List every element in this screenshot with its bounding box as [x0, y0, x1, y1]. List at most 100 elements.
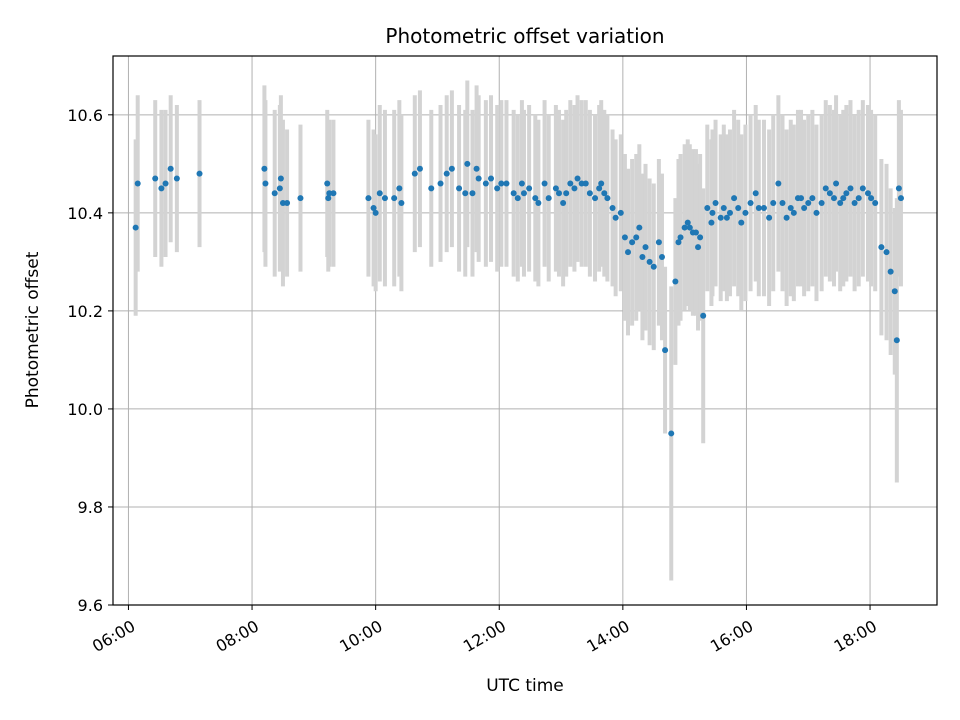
data-point [134, 180, 141, 187]
data-point [456, 185, 463, 192]
data-point [681, 224, 688, 231]
axes-frame [112, 55, 938, 606]
data-point [625, 249, 631, 256]
data-point [738, 219, 745, 226]
data-point [473, 165, 480, 172]
y-tick-label: 10.2 [67, 302, 103, 321]
data-point [325, 195, 332, 202]
data-point [760, 204, 767, 211]
data-point [284, 200, 291, 207]
data-point [494, 185, 501, 192]
data-point [578, 180, 585, 187]
data-point [708, 219, 715, 226]
data-point [868, 195, 875, 202]
data-point [297, 195, 304, 202]
data-point [872, 200, 879, 207]
data-point [475, 175, 482, 182]
data-point [742, 209, 749, 216]
data-points [132, 160, 904, 437]
data-point [510, 190, 517, 197]
data-point [813, 209, 820, 216]
data-point [488, 175, 495, 182]
data-point [567, 180, 574, 187]
data-point [692, 229, 699, 236]
data-point [617, 209, 624, 216]
data-point [709, 209, 716, 216]
data-point [717, 214, 724, 221]
data-point [686, 224, 693, 231]
data-point [752, 190, 759, 197]
data-point [582, 180, 589, 187]
y-axis-label: Photometric offset [23, 251, 43, 408]
data-point [482, 180, 489, 187]
data-point [672, 278, 679, 285]
data-point [847, 185, 854, 192]
data-point [655, 239, 662, 246]
data-point [639, 253, 646, 260]
data-point [855, 195, 862, 202]
data-point [437, 180, 444, 187]
data-point [262, 180, 269, 187]
data-point [735, 204, 742, 211]
data-point [859, 185, 866, 192]
data-point [770, 200, 777, 207]
data-point [571, 185, 578, 192]
data-point [684, 219, 691, 226]
data-point [560, 200, 567, 207]
data-point [271, 190, 278, 197]
data-point [462, 190, 469, 197]
data-point [391, 195, 398, 202]
data-point [535, 200, 542, 207]
data-point [826, 190, 833, 197]
data-point [662, 347, 669, 354]
data-point [731, 195, 738, 202]
data-point [498, 180, 505, 187]
data-point [372, 209, 379, 216]
data-point [448, 165, 455, 172]
data-point [633, 234, 640, 241]
data-point [851, 200, 858, 207]
data-point [840, 195, 847, 202]
data-point [822, 185, 829, 192]
data-point [532, 195, 539, 202]
data-point [464, 160, 471, 167]
data-point [563, 190, 570, 197]
data-point [805, 200, 812, 207]
data-point [503, 180, 510, 187]
data-point [276, 185, 283, 192]
data-point [158, 185, 165, 192]
data-point [381, 195, 388, 202]
data-point [675, 239, 682, 246]
data-point [279, 200, 286, 207]
data-point [598, 180, 605, 187]
data-point [609, 204, 616, 211]
data-point [650, 263, 657, 270]
data-point [396, 185, 403, 192]
data-point [552, 185, 559, 192]
data-point [518, 180, 525, 187]
data-point [891, 288, 898, 295]
data-point [428, 185, 435, 192]
data-point [779, 200, 786, 207]
data-point [592, 195, 599, 202]
y-tick-label: 10.4 [67, 204, 103, 223]
data-point [700, 312, 707, 319]
data-point [277, 175, 284, 182]
data-point [555, 190, 562, 197]
data-point [601, 190, 608, 197]
y-tick-label: 10.6 [67, 106, 103, 125]
data-point [469, 190, 476, 197]
data-point [541, 180, 548, 187]
data-point [787, 204, 794, 211]
data-point [887, 268, 894, 275]
data-point [697, 234, 704, 241]
y-tick-label: 10.0 [67, 400, 103, 419]
data-point [132, 224, 139, 231]
data-point [818, 200, 825, 207]
data-point [720, 204, 727, 211]
data-point [586, 190, 593, 197]
data-point [895, 185, 902, 192]
data-point [790, 209, 797, 216]
y-tick-label: 9.8 [78, 498, 103, 517]
data-point [726, 209, 733, 216]
